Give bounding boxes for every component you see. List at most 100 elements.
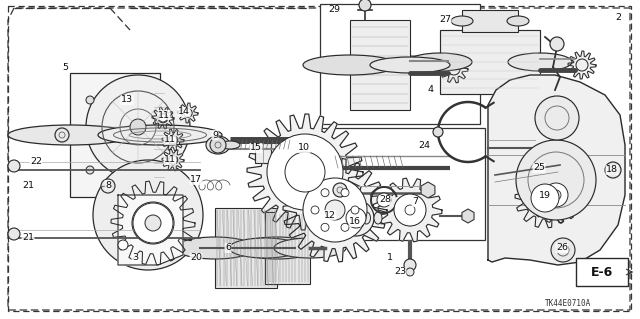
Circle shape: [55, 128, 69, 142]
Bar: [70, 73, 160, 197]
Circle shape: [550, 37, 564, 51]
Circle shape: [448, 63, 460, 75]
Circle shape: [406, 268, 414, 276]
Ellipse shape: [206, 136, 230, 154]
Circle shape: [516, 140, 596, 220]
Ellipse shape: [220, 141, 240, 149]
Text: 5: 5: [62, 63, 68, 72]
Text: 20: 20: [190, 254, 202, 263]
Text: 2: 2: [615, 13, 621, 23]
Text: TK44E0710A: TK44E0710A: [545, 299, 591, 308]
Circle shape: [86, 166, 94, 174]
Circle shape: [133, 203, 173, 243]
Text: 8: 8: [105, 181, 111, 189]
Bar: [215, 208, 277, 288]
Circle shape: [275, 142, 335, 202]
Circle shape: [168, 155, 178, 165]
Polygon shape: [118, 195, 183, 265]
Ellipse shape: [370, 57, 450, 73]
Circle shape: [531, 184, 559, 212]
Bar: [462, 10, 518, 32]
Circle shape: [544, 183, 568, 207]
Bar: [576, 258, 628, 286]
Circle shape: [311, 206, 319, 214]
Polygon shape: [488, 75, 625, 265]
Polygon shape: [515, 168, 575, 228]
Text: 13: 13: [121, 95, 133, 105]
Ellipse shape: [507, 16, 529, 26]
Text: 14: 14: [178, 108, 190, 116]
Circle shape: [404, 204, 416, 216]
Text: 17: 17: [190, 175, 202, 184]
Circle shape: [169, 156, 177, 164]
Circle shape: [341, 223, 349, 231]
Circle shape: [168, 135, 178, 145]
Text: 21: 21: [22, 181, 34, 189]
Circle shape: [359, 0, 371, 11]
Text: E-6: E-6: [591, 265, 613, 278]
Polygon shape: [247, 114, 363, 230]
Polygon shape: [111, 181, 195, 265]
Ellipse shape: [339, 212, 348, 224]
Circle shape: [287, 154, 323, 190]
Ellipse shape: [365, 56, 455, 74]
Circle shape: [531, 184, 559, 212]
Text: 25: 25: [533, 164, 545, 173]
Circle shape: [118, 240, 128, 250]
Ellipse shape: [408, 53, 472, 71]
Polygon shape: [528, 167, 584, 223]
Circle shape: [551, 238, 575, 262]
Bar: [350, 20, 410, 110]
Circle shape: [394, 194, 426, 226]
Polygon shape: [283, 158, 387, 262]
Polygon shape: [162, 129, 184, 151]
Text: 3: 3: [132, 254, 138, 263]
Circle shape: [86, 96, 94, 104]
Text: 7: 7: [412, 197, 418, 206]
Circle shape: [394, 194, 426, 226]
Circle shape: [267, 134, 343, 210]
Circle shape: [8, 160, 20, 172]
Text: 28: 28: [379, 196, 391, 204]
Text: 18: 18: [606, 166, 618, 174]
Text: 15: 15: [250, 144, 262, 152]
Circle shape: [341, 189, 349, 197]
Circle shape: [543, 182, 569, 208]
Ellipse shape: [305, 56, 395, 74]
Circle shape: [210, 137, 226, 153]
Circle shape: [433, 127, 443, 137]
Circle shape: [93, 160, 203, 270]
Ellipse shape: [229, 238, 301, 258]
Ellipse shape: [508, 53, 572, 71]
Circle shape: [404, 259, 416, 271]
Circle shape: [8, 228, 20, 240]
Circle shape: [321, 189, 329, 197]
Text: 4: 4: [427, 85, 433, 94]
Ellipse shape: [374, 212, 382, 224]
Circle shape: [303, 178, 367, 242]
Polygon shape: [440, 55, 468, 83]
Circle shape: [351, 206, 359, 214]
Circle shape: [551, 190, 561, 200]
Text: 16: 16: [349, 218, 361, 226]
Bar: [320, 128, 485, 240]
Ellipse shape: [98, 125, 222, 145]
Ellipse shape: [237, 237, 317, 259]
Circle shape: [605, 162, 621, 178]
Polygon shape: [378, 178, 442, 242]
Circle shape: [535, 96, 579, 140]
Circle shape: [333, 183, 347, 197]
Circle shape: [130, 119, 146, 135]
Text: 9: 9: [212, 130, 218, 139]
Polygon shape: [178, 103, 198, 123]
Ellipse shape: [303, 55, 397, 75]
Ellipse shape: [8, 125, 132, 145]
Circle shape: [159, 114, 167, 122]
Circle shape: [158, 113, 168, 123]
Polygon shape: [152, 107, 174, 129]
Circle shape: [145, 215, 161, 231]
Circle shape: [285, 152, 325, 192]
Polygon shape: [396, 196, 424, 224]
Circle shape: [86, 75, 190, 179]
Text: 10: 10: [298, 144, 310, 152]
